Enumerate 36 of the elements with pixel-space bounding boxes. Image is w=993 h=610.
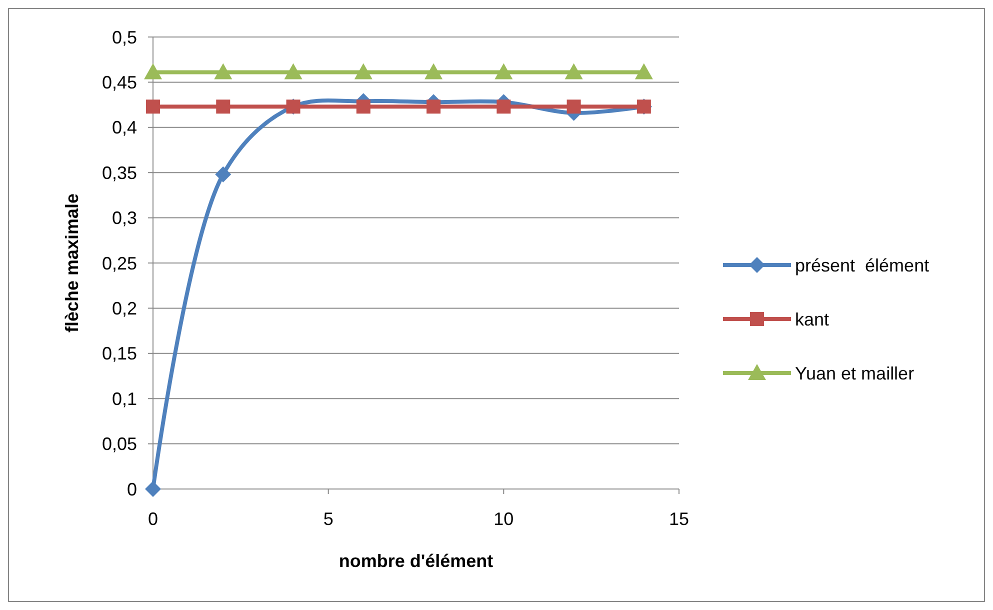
point xyxy=(634,63,653,80)
y-tick-label: 0,15 xyxy=(102,344,137,364)
x-tick-label: 0 xyxy=(148,509,158,529)
point xyxy=(145,481,161,497)
point xyxy=(494,63,513,80)
point xyxy=(214,63,232,80)
y-tick-label: 0,25 xyxy=(102,253,137,274)
x-axis-title: nombre d'élément xyxy=(338,551,494,571)
y-tick-label: 0,4 xyxy=(112,118,137,138)
y-tick-label: 0,5 xyxy=(112,27,137,48)
point xyxy=(426,100,441,114)
point xyxy=(566,100,581,114)
y-tick-label: 0,2 xyxy=(112,298,137,318)
point xyxy=(424,63,443,80)
point xyxy=(564,63,583,80)
x-tick-label: 5 xyxy=(323,509,334,529)
y-tick-label: 0,3 xyxy=(112,208,137,228)
point xyxy=(496,100,511,114)
point xyxy=(356,100,370,114)
y-tick-label: 0,45 xyxy=(102,72,137,92)
y-tick-label: 0,1 xyxy=(112,388,137,409)
y-tick-label: 0 xyxy=(126,479,137,500)
y-tick-label: 0,35 xyxy=(102,162,137,183)
legend-label: kant xyxy=(795,309,830,330)
point xyxy=(146,100,160,114)
point xyxy=(144,63,162,80)
y-axis-title: flèche maximale xyxy=(62,193,82,333)
point xyxy=(284,63,302,80)
legend-label: présent élément xyxy=(795,255,930,276)
point xyxy=(216,100,230,114)
x-tick-label: 10 xyxy=(494,509,514,529)
legend-label: Yuan et mailler xyxy=(795,363,914,384)
y-tick-label: 0,05 xyxy=(102,434,137,454)
point xyxy=(354,63,372,80)
point xyxy=(215,166,232,182)
x-tick-label: 15 xyxy=(668,509,690,529)
